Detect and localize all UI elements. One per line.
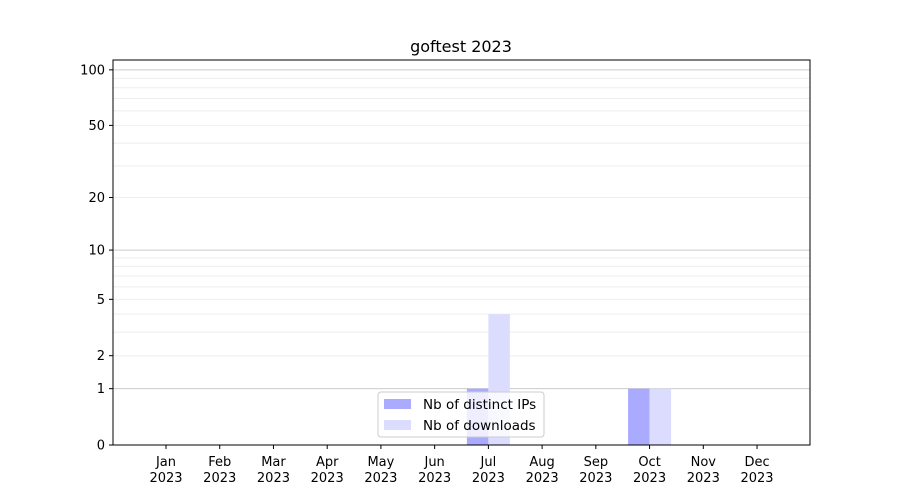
x-tick-label-month: Jun xyxy=(423,455,444,470)
legend: Nb of distinct IPs Nb of downloads xyxy=(377,391,545,438)
x-axis: Jan2023Feb2023Mar2023Apr2023May2023Jun20… xyxy=(149,445,774,486)
x-tick-label-year: 2023 xyxy=(472,471,505,486)
bar-downloads xyxy=(649,388,672,445)
x-tick-label-month: Aug xyxy=(529,455,554,470)
x-tick-label-month: Oct xyxy=(638,455,660,470)
y-axis: 0 1 2 5 10 20 50 100 xyxy=(80,63,113,454)
x-tick-label-year: 2023 xyxy=(687,471,720,486)
y-tick-label: 1 xyxy=(97,382,105,397)
x-tick-label-year: 2023 xyxy=(203,471,236,486)
x-tick-label-year: 2023 xyxy=(364,471,397,486)
x-tick-label-month: Feb xyxy=(208,455,231,470)
legend-box xyxy=(377,391,545,438)
x-tick-label-year: 2023 xyxy=(257,471,290,486)
y-tick-label: 10 xyxy=(88,244,105,259)
x-tick-label-year: 2023 xyxy=(311,471,344,486)
y-tick-label: 20 xyxy=(88,191,105,206)
x-tick-label-year: 2023 xyxy=(526,471,559,486)
plot-frame xyxy=(112,59,811,446)
legend-label-downloads: Nb of downloads xyxy=(423,418,536,434)
x-tick-label-month: Apr xyxy=(316,455,339,470)
x-tick-label-month: May xyxy=(367,455,394,470)
y-tick-label: 0 xyxy=(97,439,105,454)
x-tick-label-month: Mar xyxy=(261,455,286,470)
grid xyxy=(113,69,810,390)
legend-swatch-downloads xyxy=(384,420,411,430)
y-tick-label: 2 xyxy=(97,349,105,364)
bar-ips xyxy=(628,388,650,445)
x-tick-label-year: 2023 xyxy=(740,471,773,486)
chart-title: goftest 2023 xyxy=(410,37,512,56)
y-tick-label: 100 xyxy=(80,63,105,78)
legend-label-ips: Nb of distinct IPs xyxy=(423,397,536,413)
x-tick-label-month: Sep xyxy=(584,455,609,470)
x-tick-label-year: 2023 xyxy=(579,471,612,486)
x-tick-label-month: Dec xyxy=(744,455,769,470)
y-tick-label: 50 xyxy=(88,119,105,134)
x-tick-label-month: Jul xyxy=(480,455,497,470)
legend-swatch-ips xyxy=(384,399,411,409)
x-tick-label-year: 2023 xyxy=(633,471,666,486)
x-tick-label-month: Nov xyxy=(691,455,717,470)
x-tick-label-month: Jan xyxy=(155,455,176,470)
x-tick-label-year: 2023 xyxy=(149,471,182,486)
y-tick-label: 5 xyxy=(97,293,105,308)
x-tick-label-year: 2023 xyxy=(418,471,451,486)
